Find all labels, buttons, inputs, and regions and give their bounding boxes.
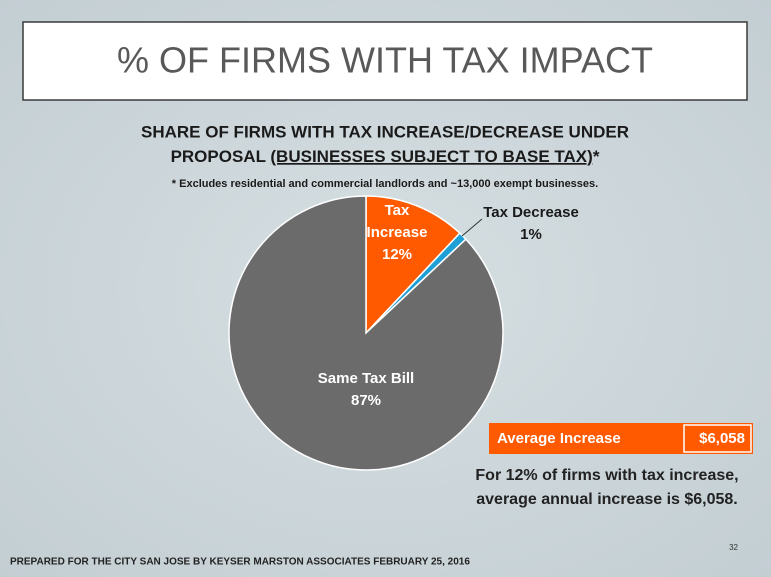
value-label: 87% xyxy=(350,392,382,409)
category-label: Same Tax Bill xyxy=(317,370,415,387)
slice-label: Tax Decrease 1% xyxy=(471,202,591,246)
callout-value: $6,058 xyxy=(699,430,745,447)
pie-slice xyxy=(228,195,504,471)
category-label: Tax Increase xyxy=(366,202,428,241)
pie-slice xyxy=(365,195,461,335)
chart-title: SHARE OF FIRMS WITH TAX INCREASE/DECREAS… xyxy=(141,122,629,141)
page-number: 32 xyxy=(729,543,738,552)
chart-title: PROPOSAL (BUSINESSES SUBJECT TO BASE TAX… xyxy=(171,147,600,166)
chart-title-part: (BUSINESSES SUBJECT TO BASE TAX) xyxy=(270,147,592,166)
value-label: 12% xyxy=(381,246,413,263)
callout-label: Average Increase xyxy=(497,430,621,447)
slice-label: Same Tax Bill 87% xyxy=(296,368,436,412)
pie xyxy=(228,195,504,471)
callout-value-cell xyxy=(683,424,752,453)
note: For 12% of firms with tax increase, xyxy=(475,467,738,484)
category-label: Tax Decrease xyxy=(483,204,579,221)
chart-title-part: * xyxy=(593,147,600,166)
callout-box xyxy=(489,423,753,454)
footer: PREPARED FOR THE CITY SAN JOSE BY KEYSER… xyxy=(10,557,470,568)
slide-title: % OF FIRMS WITH TAX IMPACT xyxy=(117,40,653,81)
title-box xyxy=(22,21,748,101)
slice-label: Tax Increase 12% xyxy=(362,200,432,266)
note: average annual increase is $6,058. xyxy=(476,491,738,508)
chart-title-part: PROPOSAL xyxy=(171,147,266,166)
value-label: 1% xyxy=(520,226,542,243)
chart-subtitle: * Excludes residential and commercial la… xyxy=(172,178,598,190)
leader-line xyxy=(461,218,483,237)
